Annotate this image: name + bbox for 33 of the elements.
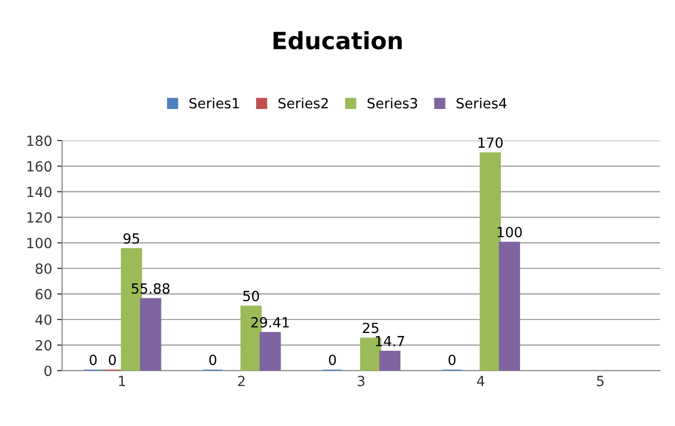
y-tick-label: 60 [36,288,52,300]
data-label: 0 [209,354,216,366]
x-tick-label: 3 [358,376,364,386]
legend-label: Series1 [189,98,239,108]
legend-label: Series2 [278,98,328,108]
x-tick-label: 1 [119,376,126,386]
bar [379,350,400,371]
bar [140,298,162,371]
y-tick-label: 160 [27,161,52,172]
data-label: 95 [124,233,140,244]
bar [260,332,281,371]
y-tick-label: 180 [27,136,52,146]
legend-label: Series3 [368,98,418,108]
data-label: 0 [90,354,97,366]
data-label: 50 [243,290,259,302]
data-label: 0 [448,354,456,366]
bar [498,242,520,371]
chart-title: Education [274,31,402,50]
y-tick-label: 100 [27,238,52,248]
x-tick-label: 5 [597,376,604,386]
y-tick-label: 80 [36,263,52,274]
x-tick-label: 2 [238,376,245,386]
data-label: 0 [108,354,116,366]
y-tick-label: 0 [44,366,52,376]
x-tick-label: 4 [476,376,484,386]
data-label: 25 [362,322,378,334]
data-label: 170 [478,137,503,148]
y-tick-label: 120 [27,212,52,223]
y-tick-label: 140 [27,186,52,198]
y-tick-label: 40 [35,314,52,325]
data-label: 0 [328,354,336,366]
legend-label: Series4 [456,98,506,108]
y-tick-label: 20 [36,340,52,351]
